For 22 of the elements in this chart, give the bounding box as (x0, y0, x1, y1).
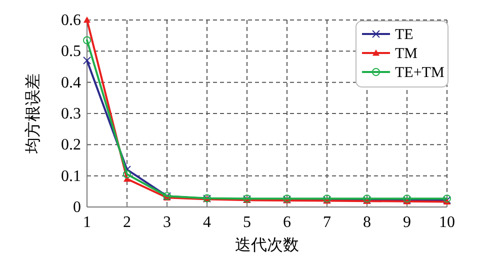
legend-label: TE+TM (395, 65, 444, 81)
y-tick-label: 0.6 (61, 12, 81, 29)
y-tick-label: 0.1 (61, 168, 81, 185)
x-tick-label: 6 (283, 214, 291, 231)
x-tick-label: 1 (83, 214, 91, 231)
y-tick-label: 0.5 (61, 43, 81, 60)
y-tick-label: 0.3 (61, 106, 81, 122)
x-tick-label: 4 (203, 214, 211, 231)
x-tick-label: 2 (123, 214, 131, 231)
y-axis-title: 均方根误差 (24, 74, 42, 154)
y-tick-label: 0.4 (61, 74, 81, 92)
legend-label: TM (395, 46, 418, 62)
x-tick-label: 10 (439, 214, 455, 231)
x-tick-label: 9 (403, 214, 411, 231)
x-tick-label: 3 (163, 214, 171, 231)
x-tick-label: 5 (243, 214, 251, 231)
y-tick-label: 0 (73, 199, 81, 216)
x-tick-label: 8 (363, 214, 371, 231)
x-tick-label: 7 (323, 214, 331, 231)
y-tick-label: 0.2 (61, 136, 81, 154)
x-axis-title: 迭代次数 (235, 236, 299, 254)
legend-label: TE (395, 27, 414, 43)
